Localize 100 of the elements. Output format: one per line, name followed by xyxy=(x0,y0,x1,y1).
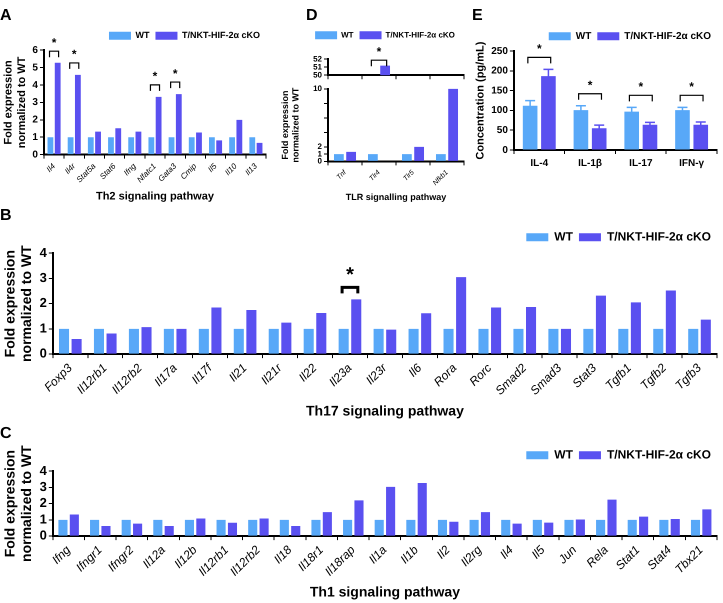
bar xyxy=(70,514,79,536)
annotation: * xyxy=(152,69,158,84)
bar xyxy=(216,520,226,536)
bar xyxy=(548,328,558,354)
bar xyxy=(449,522,458,536)
y-tick-label: 2 xyxy=(40,495,47,510)
x-tick-label: IL-1β xyxy=(578,158,602,169)
y-tick-label: 2 xyxy=(40,295,47,310)
y-axis-title: Concentration (pg/mL) xyxy=(474,41,487,160)
bar xyxy=(122,520,131,536)
bar xyxy=(216,140,222,154)
bar xyxy=(148,137,154,154)
bar xyxy=(596,520,606,536)
y-tick-label: 0 xyxy=(40,528,47,543)
bar xyxy=(408,328,419,354)
y-tick-label: 5 xyxy=(32,62,38,74)
legend-label: T/NKT-HIF-2α cKO xyxy=(606,230,711,244)
bar xyxy=(128,137,134,154)
bar xyxy=(690,520,700,536)
bar xyxy=(368,154,378,161)
legend-label: WT xyxy=(576,30,592,42)
bar xyxy=(436,154,446,161)
bar xyxy=(693,124,708,150)
bar xyxy=(322,512,332,536)
bar xyxy=(198,328,209,354)
y-tick-label: 4 xyxy=(40,244,48,260)
bar xyxy=(343,520,352,536)
bar xyxy=(58,328,70,354)
legend-label: T/NKT-HIF-2α cKO xyxy=(624,30,712,42)
bar xyxy=(153,520,162,536)
bar xyxy=(618,328,628,354)
y-tick-label: 250 xyxy=(491,46,508,57)
y-tick-label: 150 xyxy=(491,85,508,96)
bar xyxy=(108,137,114,154)
bar xyxy=(291,526,300,536)
bar xyxy=(234,328,244,354)
x-tick-label: Il4 xyxy=(44,161,58,174)
bar xyxy=(576,520,585,536)
y-tick-label: 3 xyxy=(32,97,38,108)
x-axis-title: Th1 signaling pathway xyxy=(310,583,460,600)
x-tick-label: Il1a xyxy=(366,542,390,566)
bar xyxy=(402,154,412,161)
bar xyxy=(304,328,314,354)
x-tick-label: Ifng xyxy=(122,161,138,178)
chart-title: E xyxy=(472,7,483,24)
bar xyxy=(208,137,215,154)
y-tick-label: 0 xyxy=(32,149,38,160)
bar xyxy=(478,328,489,354)
bar xyxy=(653,328,664,354)
y-tick-label: 1 xyxy=(318,149,323,158)
bar xyxy=(334,154,344,161)
bar xyxy=(564,520,574,536)
x-tick-label: IL-17 xyxy=(629,158,653,169)
bar xyxy=(532,520,542,536)
bar xyxy=(133,524,142,536)
bar xyxy=(164,526,174,536)
x-axis-title: TLR signalling pathway xyxy=(346,192,446,202)
y-tick-label: 1 xyxy=(32,132,38,143)
y-tick-label: 10 xyxy=(313,84,323,94)
bar xyxy=(141,327,152,354)
bar xyxy=(675,110,690,150)
bar xyxy=(702,509,712,536)
annotation: * xyxy=(172,66,178,80)
bar xyxy=(311,520,321,536)
bar xyxy=(281,322,292,354)
x-axis-title: Th17 signaling pathway xyxy=(306,402,464,418)
y-tick-label: 3 xyxy=(40,478,47,494)
bar xyxy=(228,522,238,536)
bar xyxy=(688,328,698,354)
bar xyxy=(592,128,607,150)
bar xyxy=(470,520,479,536)
y-tick-label: 0 xyxy=(502,144,508,156)
bar xyxy=(670,519,680,536)
bar xyxy=(156,96,162,154)
bar xyxy=(512,524,522,536)
bar xyxy=(456,277,466,354)
y-axis-title: Fold expression normalized to WT xyxy=(1,444,34,562)
bar xyxy=(414,146,424,161)
y-tick-label: 50 xyxy=(496,124,508,136)
bar xyxy=(72,338,82,354)
y-tick-label: 1 xyxy=(40,320,47,336)
bar xyxy=(583,328,594,354)
bar xyxy=(338,328,349,354)
bar xyxy=(68,137,74,154)
bar xyxy=(196,132,202,154)
x-tick-label: Il5 xyxy=(206,161,219,174)
bar xyxy=(491,307,502,354)
bar xyxy=(628,520,637,536)
bar xyxy=(666,290,676,354)
bar xyxy=(418,483,427,536)
x-tick-label: Il4r xyxy=(62,161,78,176)
bar xyxy=(94,328,104,354)
bar xyxy=(128,328,139,354)
x-tick-label: Il18 xyxy=(270,542,295,566)
bar xyxy=(421,313,432,354)
bar xyxy=(386,486,396,536)
y-tick-label: 50 xyxy=(313,70,323,80)
legend-label: T/NKT-HIF-2α cKO xyxy=(182,30,260,40)
y-tick-label: 200 xyxy=(491,66,508,77)
y-tick-label: 4 xyxy=(32,80,38,91)
